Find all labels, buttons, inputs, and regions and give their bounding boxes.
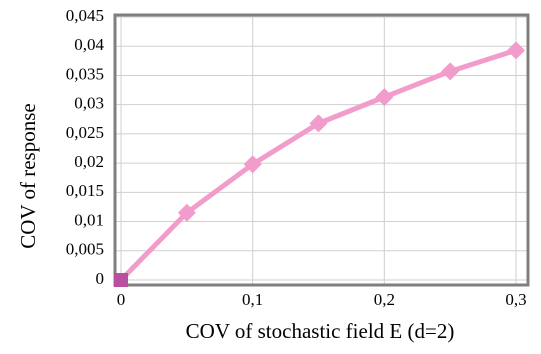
point-marker: [441, 62, 460, 81]
y-tick-label: 0,04: [74, 35, 104, 54]
plot-frame: [113, 13, 530, 287]
y-tick-label: 0,01: [74, 210, 104, 229]
point-marker: [375, 88, 394, 107]
y-tick-label: 0,045: [66, 6, 104, 25]
y-tick-label: 0,025: [66, 123, 104, 142]
x-tick-label: 0,1: [242, 290, 263, 309]
point-marker: [114, 273, 128, 287]
y-tick-label: 0: [96, 269, 105, 288]
y-tick-label: 0,035: [66, 64, 104, 83]
x-tick-label: 0,3: [505, 290, 526, 309]
y-tick-label: 0,03: [74, 94, 104, 113]
y-tick-label: 0,015: [66, 181, 104, 200]
y-tick-label: 0,02: [74, 152, 104, 171]
point-marker: [177, 203, 196, 222]
x-tick-label: 0,2: [374, 290, 395, 309]
y-axis-title: COV of response: [16, 103, 40, 248]
point-marker: [309, 114, 328, 133]
x-tick-label: 0: [117, 290, 126, 309]
x-axis-title: COV of stochastic field E (d=2): [186, 319, 455, 343]
point-marker: [507, 41, 525, 60]
point-marker: [243, 155, 262, 174]
y-tick-label: 0,005: [66, 240, 104, 259]
series-line: [119, 47, 517, 282]
